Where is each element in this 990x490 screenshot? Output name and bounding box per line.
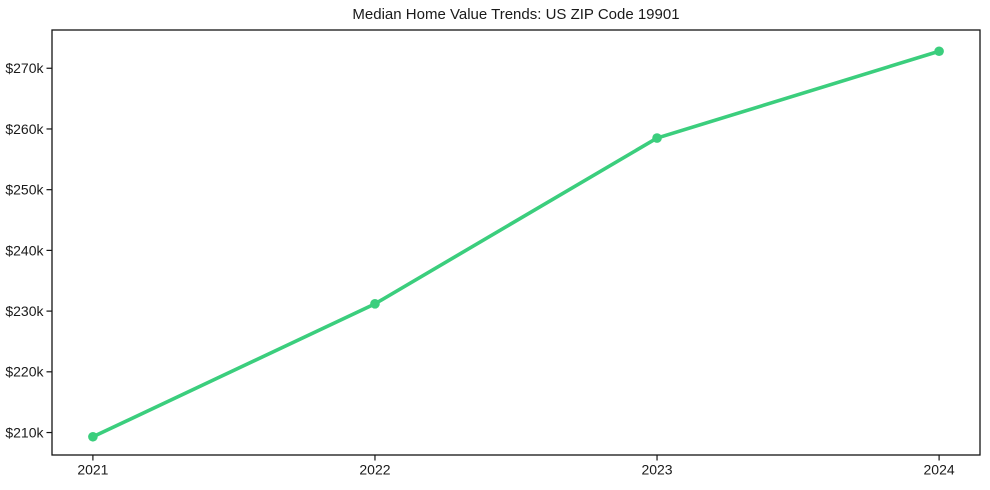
- x-tick-label: 2022: [359, 462, 390, 478]
- x-tick-label: 2021: [77, 462, 108, 478]
- y-tick-label: $220k: [5, 364, 44, 380]
- y-tick-label: $250k: [5, 182, 44, 198]
- y-tick-label: $260k: [5, 121, 44, 137]
- data-point-2022: [370, 299, 380, 309]
- data-point-2021: [88, 431, 98, 442]
- x-tick-label: 2024: [924, 462, 955, 478]
- y-tick-label: $270k: [5, 60, 44, 76]
- data-point-2023: [652, 133, 662, 143]
- plot-border: [51, 29, 981, 456]
- y-tick-label: $240k: [5, 242, 44, 258]
- data-point-2024: [934, 46, 944, 57]
- chart-title: Median Home Value Trends: US ZIP Code 19…: [352, 6, 680, 23]
- x-tick-label: 2023: [641, 462, 672, 478]
- y-tick-label: $230k: [5, 303, 44, 319]
- y-tick-label: $210k: [5, 424, 44, 440]
- trend-line: [91, 49, 941, 439]
